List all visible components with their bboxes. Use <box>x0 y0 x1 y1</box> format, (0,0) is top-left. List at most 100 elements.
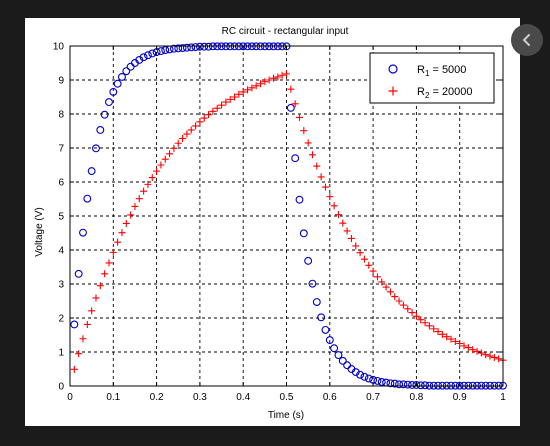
data-point-plus <box>421 319 429 327</box>
y-tick-label: 8 <box>58 110 64 121</box>
data-point-plus <box>360 255 368 263</box>
legend-box <box>369 52 495 104</box>
data-point-plus <box>192 122 200 130</box>
data-point-plus <box>347 234 355 242</box>
legend-entry-2: R2 = 20000 <box>417 86 473 100</box>
data-point-plus <box>356 249 364 257</box>
data-point-circle <box>200 42 209 51</box>
data-point-circle <box>70 320 79 329</box>
data-point-plus <box>443 333 451 341</box>
data-point-circle <box>325 336 334 345</box>
data-point-plus <box>460 342 468 350</box>
data-point-circle <box>74 269 83 278</box>
data-point-circle <box>92 144 100 153</box>
data-point-circle <box>148 49 157 58</box>
data-point-circle <box>169 44 178 53</box>
data-point-circle <box>321 325 330 334</box>
data-point-circle <box>399 380 408 389</box>
data-point-circle <box>343 361 352 370</box>
data-point-circle <box>204 42 213 51</box>
data-point-plus <box>408 309 416 317</box>
figure-panel: RC circuit - rectangular input 0 0.1 0.2 0.… <box>25 18 520 426</box>
data-point-circle <box>334 351 343 360</box>
data-point-plus <box>464 344 472 352</box>
data-point-plus <box>140 187 148 195</box>
data-point-plus <box>283 70 290 78</box>
x-tick-label: 0.1 <box>106 392 120 403</box>
data-point-plus <box>118 229 126 237</box>
data-point-circle <box>408 381 417 389</box>
data-point-plus <box>166 150 174 158</box>
x-tick-label: 0 <box>67 392 73 403</box>
data-point-plus <box>213 104 221 112</box>
data-point-plus <box>300 127 308 135</box>
data-point-plus <box>386 288 394 296</box>
data-point-plus <box>265 76 273 84</box>
data-point-plus <box>231 93 239 101</box>
data-point-plus <box>83 320 91 328</box>
data-point-plus <box>313 162 321 170</box>
data-point-circle <box>122 67 131 76</box>
data-point-plus <box>373 273 381 281</box>
data-point-plus <box>417 316 425 324</box>
data-point-plus <box>248 84 256 92</box>
data-point-plus <box>486 352 494 360</box>
data-point-plus <box>382 283 390 291</box>
data-point-circle <box>295 195 304 204</box>
data-point-plus <box>261 78 269 86</box>
data-point-plus <box>226 95 234 103</box>
data-point-circle <box>178 44 187 52</box>
x-tick-label: 0.3 <box>193 392 207 403</box>
data-point-circle <box>390 379 399 388</box>
data-point-circle <box>187 43 196 52</box>
data-point-plus <box>404 305 412 313</box>
data-point-plus <box>334 211 342 219</box>
data-point-plus <box>395 297 403 305</box>
legend-marker-plus <box>388 86 398 96</box>
data-point-plus <box>252 82 260 90</box>
y-tick-label: 10 <box>53 42 65 53</box>
data-point-circle <box>304 256 313 265</box>
data-point-plus <box>122 219 130 227</box>
data-point-plus <box>326 193 334 201</box>
chart: RC circuit - rectangular input 0 0.1 0.2 0.… <box>34 26 507 421</box>
data-point-plus <box>490 353 498 361</box>
data-point-plus <box>278 71 286 79</box>
data-point-circle <box>105 98 113 107</box>
data-point-circle <box>79 228 87 237</box>
y-tick-label: 1 <box>58 348 64 359</box>
y-axis-label: Voltage (V) <box>34 207 45 256</box>
data-point-plus <box>235 90 243 98</box>
data-point-circle <box>291 154 300 163</box>
data-point-circle <box>412 381 421 389</box>
data-point-circle <box>395 380 404 389</box>
data-point-circle <box>338 356 347 365</box>
data-point-plus <box>343 227 351 235</box>
data-point-circle <box>421 381 430 390</box>
previous-button[interactable] <box>511 24 543 56</box>
ticks: 0 0.1 0.2 0.3 0.4 0.5 0.6 0.7 0.8 0.9 101234567891… <box>53 42 506 404</box>
y-tick-label: 0 <box>58 382 64 393</box>
data-point-plus <box>399 301 407 309</box>
data-point-circle <box>364 374 373 383</box>
data-point-plus <box>144 180 152 188</box>
data-point-plus <box>456 340 464 347</box>
data-point-plus <box>105 259 113 267</box>
data-point-plus <box>430 325 438 333</box>
data-point-plus <box>209 107 217 115</box>
data-point-circle <box>416 381 425 390</box>
data-point-circle <box>139 53 148 62</box>
data-point-circle <box>113 79 122 88</box>
data-point-plus <box>391 293 399 301</box>
data-point-circle <box>83 194 92 203</box>
data-point-circle <box>195 42 204 51</box>
y-tick-label: 6 <box>58 178 64 189</box>
data-point-circle <box>135 55 144 64</box>
data-point-circle <box>126 62 135 71</box>
data-point-plus <box>161 155 169 163</box>
y-tick-label: 4 <box>58 246 64 257</box>
data-point-circle <box>330 344 339 353</box>
data-point-circle <box>356 370 365 379</box>
plot-area <box>70 42 507 390</box>
data-point-plus <box>287 85 295 93</box>
